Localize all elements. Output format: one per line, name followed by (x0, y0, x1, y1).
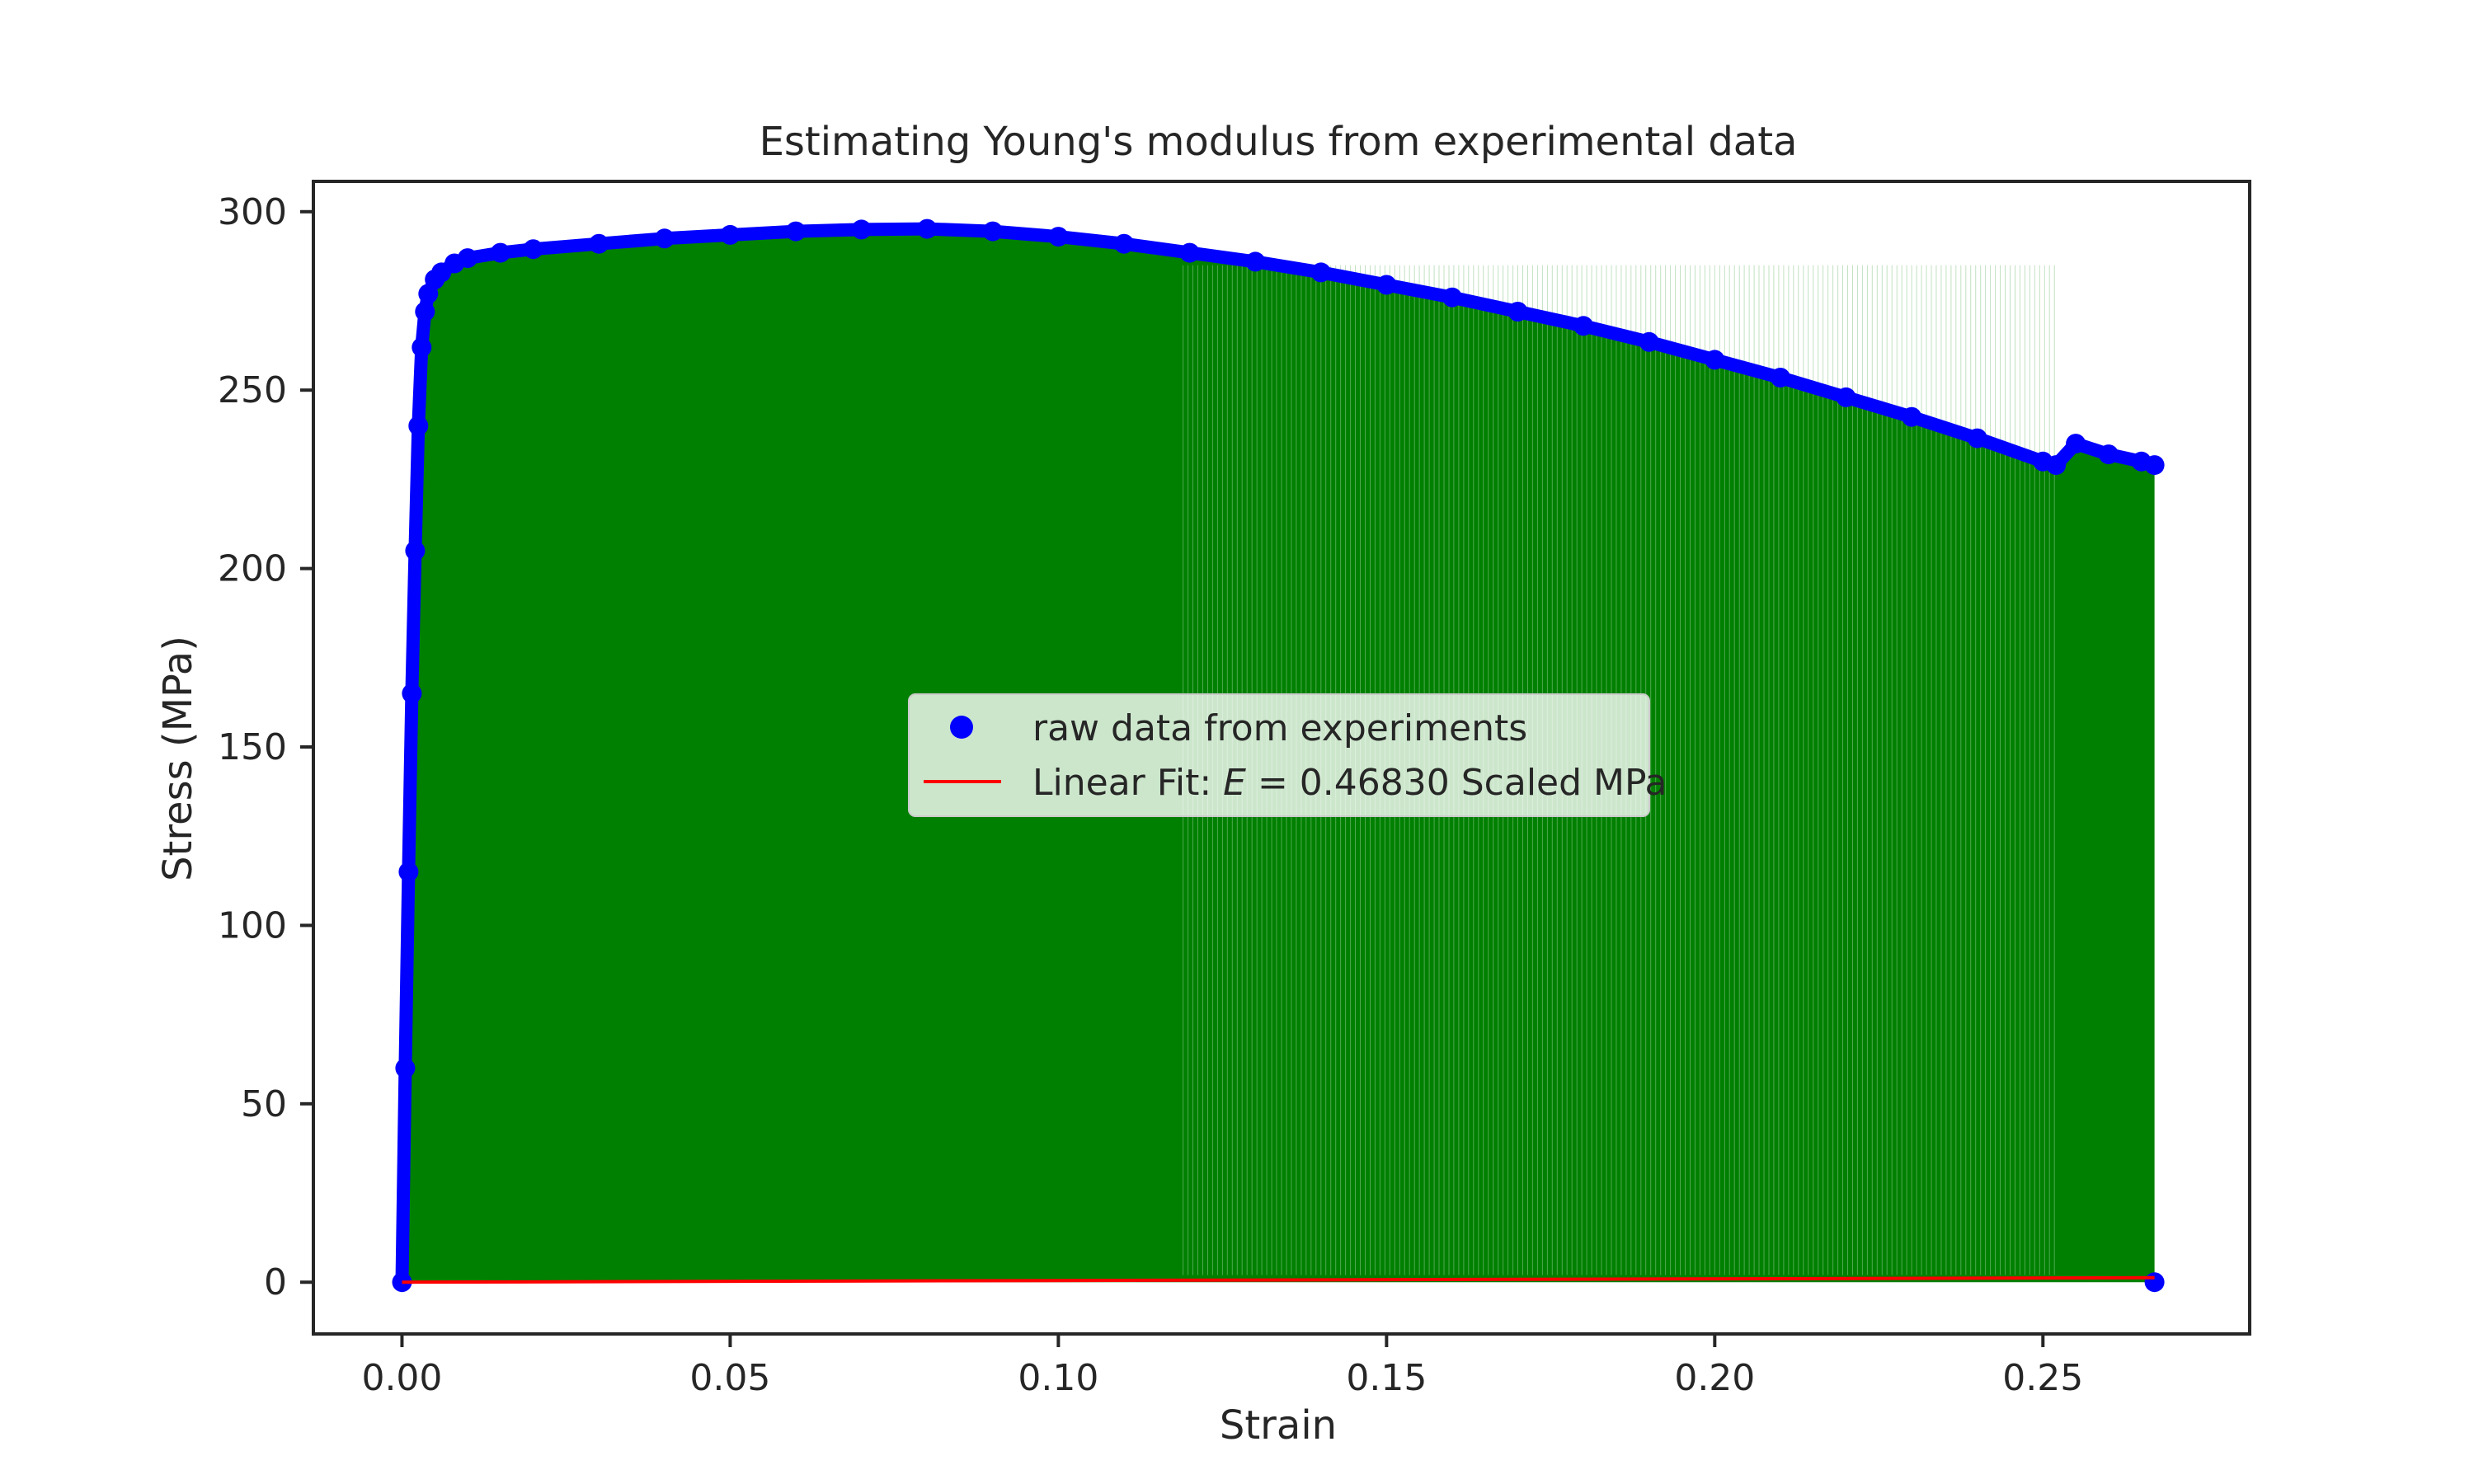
data-point (1376, 275, 1397, 295)
legend-label-raw: raw data from experiments (1032, 707, 1527, 749)
data-point (1048, 227, 1069, 247)
data-point (395, 1058, 416, 1078)
data-point (589, 233, 609, 254)
y-tick-label: 100 (218, 904, 287, 946)
data-point (1770, 368, 1790, 387)
data-point (2144, 1272, 2165, 1293)
stem-lines (1183, 265, 2055, 1275)
data-point (1967, 428, 1987, 448)
data-point (2098, 444, 2119, 465)
data-point (523, 239, 543, 260)
chart-title: Estimating Young's modulus from experime… (760, 119, 1798, 165)
data-point (1639, 331, 1659, 352)
data-point (2066, 434, 2086, 454)
data-point (398, 862, 419, 882)
data-point (1442, 287, 1462, 308)
data-point (1836, 387, 1856, 407)
x-tick-label: 0.00 (361, 1357, 442, 1399)
y-tick-label: 0 (264, 1261, 287, 1303)
data-point (1507, 302, 1528, 322)
data-point (1114, 233, 1134, 254)
data-point (654, 228, 675, 249)
data-point (851, 219, 872, 240)
x-tick-label: 0.10 (1018, 1357, 1098, 1399)
data-point (1179, 242, 1200, 263)
data-point (408, 416, 429, 436)
x-axis-label: Strain (1220, 1402, 1337, 1449)
data-point (1573, 316, 1594, 336)
data-point (402, 683, 422, 704)
data-point (490, 242, 510, 263)
x-tick-label: 0.15 (1346, 1357, 1427, 1399)
data-point (412, 337, 432, 358)
y-tick-label: 250 (218, 369, 287, 411)
linear-fit-line (402, 1275, 2155, 1284)
y-tick-label: 200 (218, 548, 287, 590)
y-tick-label: 300 (218, 191, 287, 233)
data-point (405, 541, 426, 561)
data-point (720, 224, 741, 245)
data-point (1705, 350, 1725, 370)
legend: raw data from experiments Linear Fit: E =… (908, 693, 1667, 817)
legend-marker-raw (950, 716, 973, 739)
legend-box (908, 693, 1650, 817)
x-axis: 0.00 0.05 0.10 0.15 0.20 0.25 (361, 1334, 2083, 1399)
data-point (2046, 455, 2067, 476)
data-point (2144, 455, 2165, 476)
x-tick-label: 0.05 (689, 1357, 770, 1399)
plot-frame (312, 180, 2251, 1336)
legend-label-fit: Linear Fit: E = 0.46830 Scaled MPa (1032, 762, 1667, 804)
data-point (786, 221, 806, 242)
y-axis-label: Stress (MPa) (155, 636, 201, 881)
data-point (982, 221, 1003, 242)
data-point (458, 248, 477, 269)
data-point (1245, 251, 1266, 272)
y-axis: 0 50 100 150 200 250 300 (218, 191, 313, 1303)
data-point (1902, 406, 1922, 427)
y-tick-label: 50 (241, 1083, 287, 1125)
x-tick-label: 0.25 (2002, 1357, 2083, 1399)
raw-data-points (392, 218, 2165, 1293)
data-point (917, 218, 938, 239)
y-tick-label: 150 (218, 726, 287, 768)
data-point (1310, 262, 1331, 283)
x-tick-label: 0.20 (1674, 1357, 1755, 1399)
data-point (415, 302, 435, 322)
